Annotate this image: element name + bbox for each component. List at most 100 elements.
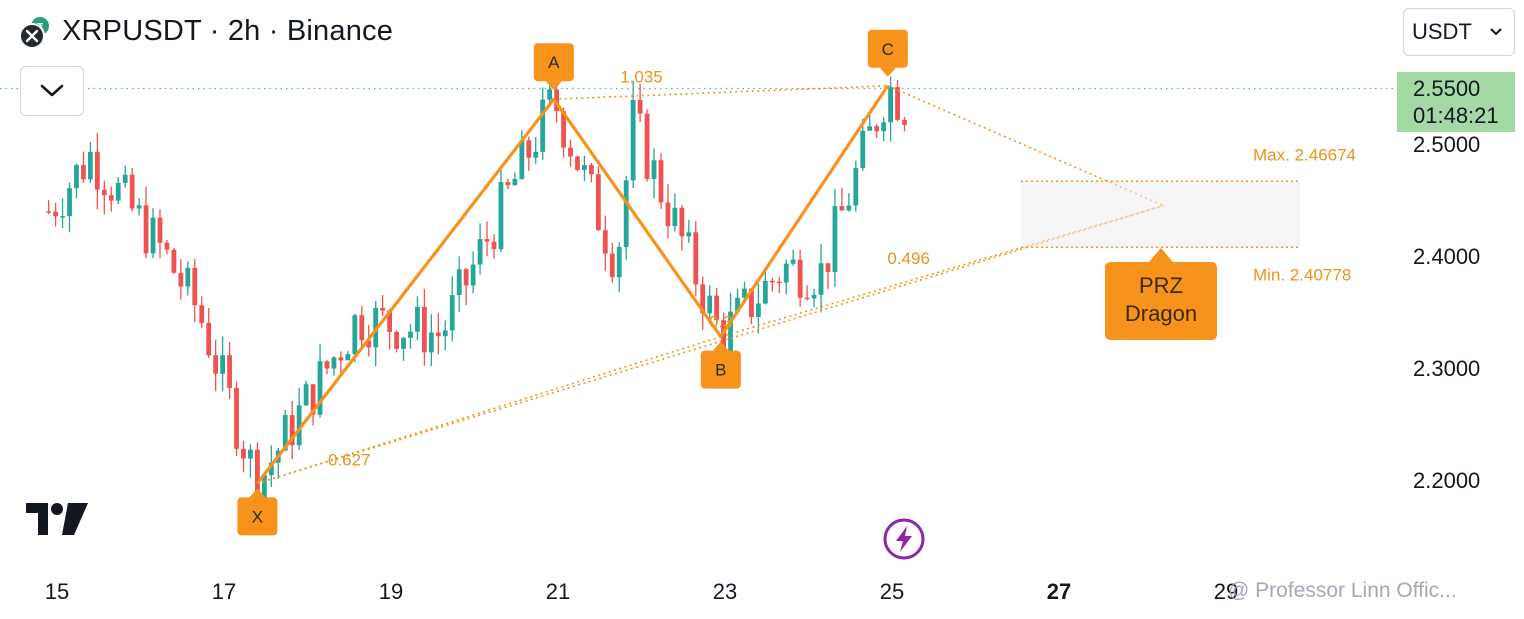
candle-body: [88, 151, 93, 180]
candle-body: [178, 272, 184, 287]
candle-body: [707, 295, 713, 314]
pattern-point-b[interactable]: B: [700, 341, 741, 389]
collapse-legend-button[interactable]: [20, 66, 84, 116]
candle-body: [206, 322, 212, 356]
candle-body: [101, 189, 107, 196]
candle-body: [547, 89, 553, 100]
price-tick-label: 2.5000: [1413, 132, 1480, 157]
candle-body: [289, 415, 295, 446]
candle-body: [136, 205, 142, 209]
time-tick-label: 19: [379, 579, 403, 604]
last-price: 2.5500: [1413, 76, 1481, 101]
candle-body: [651, 160, 657, 179]
candle-body: [860, 130, 866, 169]
chart-labels: Max. 2.46674 Min. 2.40778 PRZ Dragon 1.035 0.…: [328, 67, 1356, 469]
candle-body: [693, 232, 699, 285]
candle-body: [422, 306, 427, 353]
candle-body: [234, 387, 239, 449]
candle-body: [157, 217, 163, 243]
time-tick-label: 17: [212, 579, 236, 604]
prz-callout-title: PRZ: [1139, 273, 1183, 298]
pattern-point-x[interactable]: X: [237, 488, 278, 536]
ratio-line-cd[interactable]: [887, 85, 1164, 207]
candle-body: [359, 315, 365, 341]
candle-body: [630, 99, 636, 181]
pattern-leg-lines[interactable]: [256, 84, 890, 485]
candle-body: [714, 295, 720, 321]
point-label: A: [548, 53, 560, 72]
time-axis[interactable]: 15 17 19 21 23 25 27 29: [45, 579, 1238, 604]
candle-body: [616, 246, 622, 278]
prz-zone[interactable]: [1021, 181, 1300, 248]
candle-body: [150, 217, 156, 254]
candle-body: [74, 165, 79, 189]
point-badge-pointer: [249, 488, 266, 498]
ratio-line-ac[interactable]: [553, 84, 888, 100]
ratio-label: 1.035: [620, 67, 663, 86]
candle-body: [227, 355, 232, 388]
candle-body: [797, 259, 803, 298]
candle-body: [867, 126, 873, 131]
candle-body: [171, 249, 177, 273]
candle-body: [463, 269, 469, 286]
candle-body: [561, 111, 566, 148]
time-tick-label: 29: [1214, 579, 1238, 604]
tradingview-logo-icon[interactable]: [26, 503, 88, 540]
candle-body: [81, 165, 86, 180]
candle-body: [296, 405, 302, 446]
price-tick-label: 2.2000: [1413, 468, 1480, 493]
candle-body: [749, 288, 754, 318]
prz-min-label: Min. 2.40778: [1253, 265, 1351, 284]
candle-body: [268, 462, 274, 476]
candle-body: [122, 174, 128, 183]
candle-body: [735, 297, 740, 312]
last-price-tag: 2.5500 01:48:21: [1397, 72, 1515, 132]
candle-body: [317, 361, 323, 415]
candle-body: [470, 264, 476, 286]
time-tick-label: 25: [880, 579, 904, 604]
prz-callout[interactable]: [1105, 248, 1217, 340]
time-tick-label: 15: [45, 579, 69, 604]
candle-body: [874, 126, 880, 132]
candle-body: [895, 87, 900, 120]
candle-body: [331, 357, 337, 369]
lightning-icon[interactable]: [882, 517, 926, 566]
pattern-point-c[interactable]: C: [867, 29, 908, 77]
candle-body: [505, 182, 511, 186]
candle-body: [665, 202, 671, 227]
candle-body: [380, 307, 386, 311]
harmonic-pattern[interactable]: X A B C: [237, 29, 1300, 536]
candle-body: [449, 295, 455, 331]
point-badge-pointer: [879, 67, 896, 77]
candle-body: [401, 337, 406, 349]
ratio-line-xd[interactable]: [257, 204, 1164, 485]
candle-body: [115, 182, 121, 201]
price-axis[interactable]: 2.5000 2.4000 2.3000 2.2000: [1413, 132, 1480, 493]
pattern-point-a[interactable]: A: [533, 43, 574, 91]
currency-select-label: USDT: [1412, 19, 1472, 44]
ratio-label: 0.496: [887, 249, 930, 268]
candle-body: [839, 206, 845, 211]
candle-body: [248, 449, 253, 459]
candle-body: [129, 174, 135, 209]
ratio-line-xb[interactable]: [257, 335, 722, 485]
candle-body: [783, 263, 789, 283]
candle-body: [846, 205, 852, 211]
candle-body: [53, 211, 59, 217]
candle-body: [408, 331, 413, 338]
candle-body: [762, 280, 768, 304]
candle-body: [324, 361, 330, 369]
candle-body: [185, 267, 191, 287]
price-tick-label: 2.4000: [1413, 244, 1480, 269]
symbol-logo-icon[interactable]: ₮: [18, 14, 52, 49]
candle-body: [60, 216, 65, 218]
candle-body: [519, 140, 525, 179]
point-badge: [867, 29, 908, 68]
candle-body: [756, 303, 761, 318]
candle-body: [143, 205, 149, 254]
candle-body: [428, 332, 434, 353]
candle-body: [902, 119, 907, 125]
currency-select[interactable]: USDT: [1403, 8, 1515, 56]
candle-body: [742, 288, 747, 298]
